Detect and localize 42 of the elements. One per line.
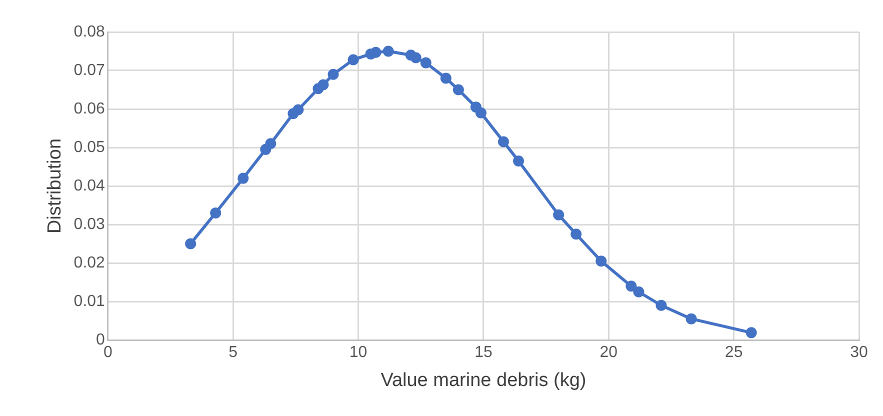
point xyxy=(452,84,464,96)
point xyxy=(210,207,222,218)
point xyxy=(292,104,304,116)
point xyxy=(553,209,564,220)
y-tick-label: 0.04 xyxy=(74,177,106,194)
point xyxy=(238,172,249,184)
point xyxy=(633,286,644,298)
point xyxy=(410,52,422,64)
point xyxy=(626,280,637,292)
x-tick-label: 30 xyxy=(850,344,868,362)
y-tick-label: 0.01 xyxy=(74,292,106,310)
x-tick-label: 25 xyxy=(724,344,743,362)
point xyxy=(746,327,757,338)
y-tick-label: 0.06 xyxy=(74,100,106,118)
point xyxy=(318,79,329,90)
y-tick-label: 0.05 xyxy=(74,138,106,156)
y-tick-label: 0.02 xyxy=(74,254,106,272)
y-axis-title: Distribution xyxy=(44,138,66,234)
x-axis-title: Value marine debris (kg) xyxy=(380,370,586,391)
point xyxy=(570,228,582,240)
point xyxy=(513,155,524,166)
y-tick-label: 0.07 xyxy=(74,62,106,79)
point xyxy=(328,68,339,80)
point xyxy=(348,54,359,66)
x-tick-label: 10 xyxy=(349,344,368,362)
x-tick-label: 5 xyxy=(228,344,238,362)
x-tick-label: 15 xyxy=(474,344,492,362)
x-tick-label: 20 xyxy=(600,344,618,362)
y-tick-label: 0.08 xyxy=(74,23,106,40)
point xyxy=(656,300,667,311)
point xyxy=(420,57,432,68)
point xyxy=(370,46,382,58)
point xyxy=(686,313,697,324)
point xyxy=(382,46,394,57)
point xyxy=(498,136,509,148)
y-tick-label: 0.03 xyxy=(74,216,106,233)
point xyxy=(475,107,486,118)
y-tick-label: 0 xyxy=(96,331,106,348)
point xyxy=(265,138,276,150)
point xyxy=(440,72,452,84)
point xyxy=(185,238,196,250)
point xyxy=(596,256,607,267)
